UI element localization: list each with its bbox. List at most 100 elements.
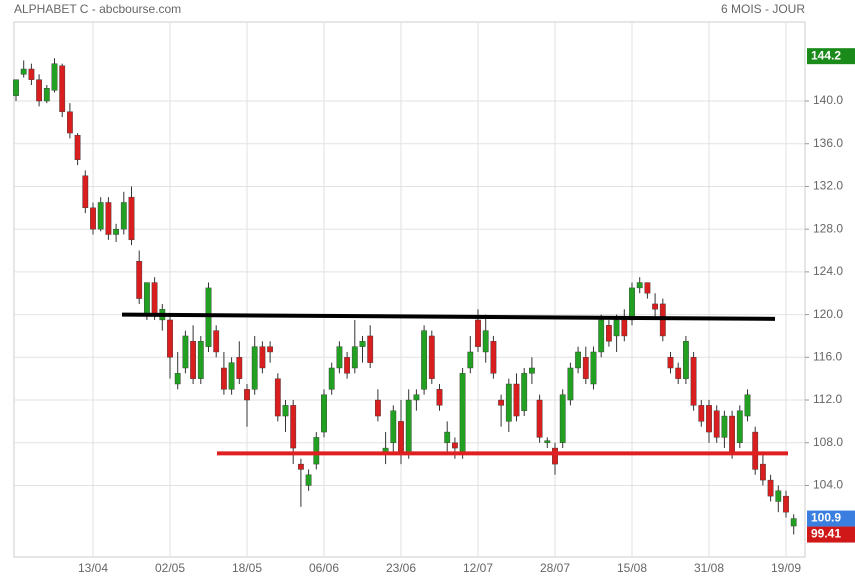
- candle-body: [274, 378, 281, 417]
- candle-body: [328, 367, 335, 390]
- x-tick-label: 31/08: [694, 561, 724, 575]
- candle-body: [790, 518, 797, 527]
- candle-body: [582, 357, 589, 379]
- y-tick-label: 112.0: [813, 392, 842, 406]
- candle-body: [436, 389, 443, 406]
- candle-body: [683, 341, 689, 379]
- candle-body: [444, 431, 451, 443]
- candle-body: [220, 367, 227, 390]
- candle-body: [290, 405, 297, 449]
- candle-body: [28, 68, 35, 80]
- candle-body: [359, 341, 366, 347]
- y-tick-label: 140.0: [813, 93, 843, 107]
- candle-body: [452, 442, 458, 449]
- price-label-bg: [807, 48, 855, 65]
- candle-body: [675, 367, 682, 379]
- candle-body: [636, 282, 643, 289]
- candle-body: [244, 389, 250, 401]
- candle-body: [428, 335, 435, 379]
- trend-line: [121, 312, 776, 321]
- candle-body: [213, 330, 220, 353]
- y-tick-label: 120.0: [813, 307, 843, 321]
- candle-body: [90, 207, 96, 230]
- y-tick-label: 124.0: [813, 264, 843, 278]
- candle-body: [752, 431, 759, 470]
- x-tick-label: 02/05: [155, 561, 185, 575]
- price-label-bg: [807, 526, 855, 543]
- candle-body: [590, 351, 597, 385]
- candle-body: [66, 111, 73, 134]
- candle-body: [552, 447, 558, 465]
- candle-body: [536, 399, 543, 438]
- x-tick-label: 06/06: [309, 561, 339, 575]
- candle-body: [513, 383, 520, 417]
- candle-body: [767, 479, 774, 497]
- candle-body: [344, 357, 350, 374]
- candle-body: [575, 351, 582, 369]
- candle-body: [74, 134, 81, 160]
- candle-body: [567, 367, 574, 401]
- candle-body: [713, 410, 720, 438]
- candle-body: [760, 463, 766, 481]
- y-tick-label: 116.0: [813, 349, 842, 363]
- candle-body: [174, 373, 181, 385]
- candle-body: [367, 335, 374, 363]
- candle-body: [482, 330, 489, 353]
- candle-body: [251, 346, 258, 390]
- y-tick-label: 128.0: [813, 221, 843, 235]
- candle-body: [321, 394, 327, 433]
- candle-body: [421, 330, 427, 390]
- price-label: 99.41: [811, 527, 841, 541]
- candle-body: [282, 405, 289, 417]
- candle-body: [151, 282, 158, 315]
- candle-body: [59, 65, 66, 112]
- candle-body: [629, 287, 635, 321]
- candle-body: [613, 319, 620, 337]
- candle-body: [644, 282, 651, 294]
- candle-body: [652, 303, 659, 310]
- candle-body: [182, 335, 189, 369]
- candle-body: [690, 357, 697, 406]
- candle-body: [467, 351, 474, 369]
- x-tick-label: 23/06: [386, 561, 416, 575]
- x-tick-label: 28/07: [540, 561, 570, 575]
- x-tick-label: 15/08: [617, 561, 647, 575]
- candle-body: [706, 405, 712, 433]
- candle-body: [529, 367, 535, 374]
- candle-body: [228, 362, 235, 390]
- candle-body: [167, 319, 173, 358]
- candle-body: [721, 415, 728, 438]
- chart-title: ALPHABET C - abcbourse.com: [14, 2, 181, 16]
- candle-body: [490, 341, 497, 374]
- candle-body: [783, 495, 789, 513]
- y-tick-label: 132.0: [813, 179, 843, 193]
- candle-body: [97, 202, 104, 230]
- x-tick-label: 18/05: [232, 561, 262, 575]
- x-tick-label: 19/09: [771, 561, 801, 575]
- candle-body: [606, 325, 612, 342]
- candle-body: [559, 394, 566, 443]
- y-tick-label: 104.0: [813, 478, 843, 492]
- candle-body: [43, 88, 50, 102]
- candle-body: [298, 463, 304, 470]
- candle-body: [736, 410, 743, 443]
- x-tick-label: 13/04: [78, 561, 108, 575]
- candle-body: [390, 410, 397, 443]
- candle-body: [36, 79, 43, 102]
- candle-body: [236, 357, 243, 379]
- price-label-bg: [807, 510, 855, 527]
- candle-body: [82, 175, 89, 209]
- candle-body: [259, 346, 266, 369]
- candle-body: [459, 373, 466, 454]
- candle-body: [775, 490, 782, 502]
- candle-body: [120, 202, 127, 230]
- candle-body: [698, 405, 705, 422]
- candle-body: [351, 346, 358, 369]
- price-label: 144.2: [811, 48, 841, 62]
- candle-body: [143, 282, 150, 315]
- candle-body: [267, 346, 273, 353]
- candle-body: [405, 399, 412, 454]
- candle-body: [505, 383, 512, 422]
- candle-body: [744, 394, 751, 417]
